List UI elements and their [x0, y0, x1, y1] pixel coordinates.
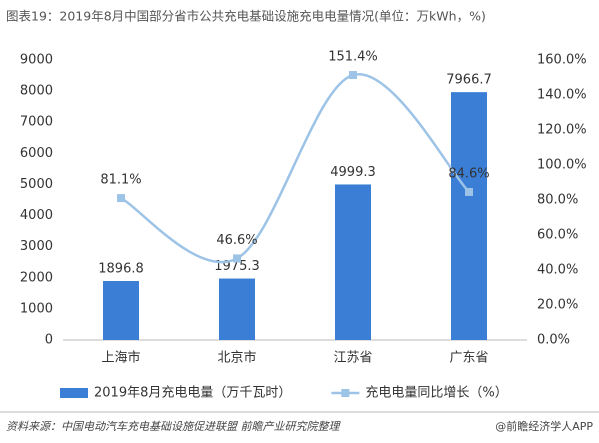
source: 资料来源：中国电动汽车充电基础设施促进联盟 前瞻产业研究院整理 — [6, 420, 341, 433]
y-tick-label: 5000 — [20, 177, 53, 192]
line-marker — [465, 187, 473, 196]
y2-tick-label: 40.0% — [537, 263, 578, 278]
legend-swatch — [60, 388, 88, 398]
y2-tick-label: 20.0% — [537, 298, 578, 313]
x-tick-label: 江苏省 — [333, 350, 372, 366]
line-marker — [117, 194, 125, 203]
y-tick-label: 1000 — [20, 301, 53, 316]
y-tick-label: 0 — [45, 333, 53, 348]
y-tick-label: 7000 — [20, 115, 53, 130]
bar — [219, 278, 255, 340]
legend-swatch — [341, 389, 350, 397]
legend-label: 2019年8月充电电量（万千瓦时） — [94, 385, 291, 401]
y-tick-label: 6000 — [20, 146, 53, 161]
bar — [103, 280, 139, 340]
value-label: 1896.8 — [98, 261, 144, 276]
x-tick-label: 上海市 — [101, 350, 140, 366]
y2-tick-label: 120.0% — [537, 123, 587, 138]
y2-tick-label: 80.0% — [537, 193, 578, 208]
bar — [451, 92, 487, 340]
y2-tick-label: 160.0% — [537, 53, 587, 68]
chart-title: 图表19：2019年8月中国部分省市公共充电基础设施充电电量情况(单位：万kWh… — [6, 9, 486, 24]
y2-tick-label: 100.0% — [537, 158, 587, 173]
y2-tick-label: 0.0% — [537, 333, 570, 348]
value-label: 7966.7 — [446, 73, 492, 88]
y-tick-label: 9000 — [20, 53, 53, 68]
value-label: 46.6% — [216, 233, 257, 248]
credit: @前瞻经济学人APP — [495, 419, 593, 433]
y2-tick-label: 60.0% — [537, 228, 578, 243]
x-tick-label: 北京市 — [217, 350, 256, 366]
value-label: 81.1% — [100, 173, 141, 188]
value-label: 84.6% — [448, 166, 489, 181]
legend-label: 充电电量同比增长（%） — [365, 385, 507, 401]
y2-tick-label: 140.0% — [537, 88, 587, 103]
y-tick-label: 3000 — [20, 239, 53, 254]
line-marker — [349, 71, 357, 80]
y-tick-label: 4000 — [20, 208, 53, 223]
line — [120, 73, 470, 264]
line-marker — [233, 254, 241, 263]
y-tick-label: 2000 — [20, 270, 53, 285]
value-label: 151.4% — [328, 50, 378, 65]
value-label: 4999.3 — [330, 165, 376, 180]
y-tick-label: 8000 — [20, 84, 53, 99]
x-tick-label: 广东省 — [449, 351, 488, 366]
bar — [335, 184, 371, 340]
